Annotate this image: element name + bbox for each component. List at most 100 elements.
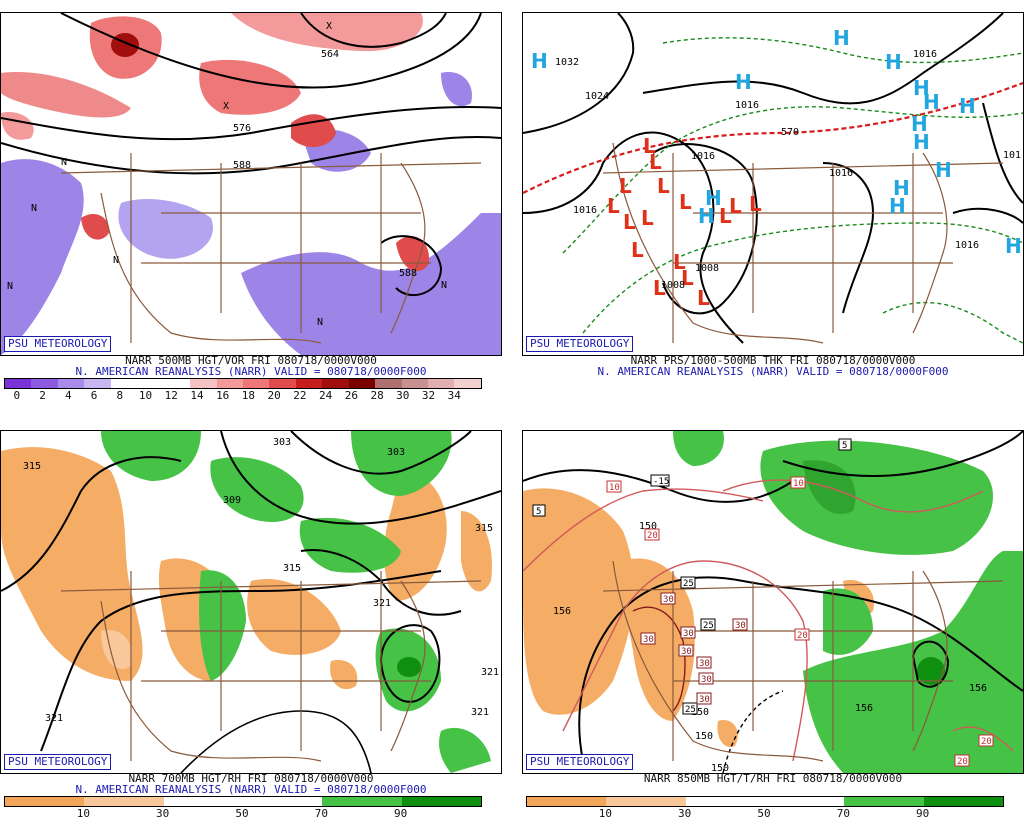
low-marker: L [641, 206, 654, 230]
political-borders [602, 153, 1004, 343]
temp-label-box: 25 [680, 576, 696, 589]
low-marker: L [623, 210, 636, 234]
psu-meteorology-badge: PSU METEOROLOGY [4, 336, 112, 352]
map-label: N [7, 281, 13, 292]
scale-label: 10 [598, 807, 612, 820]
map-caption: NARR 850MB HGT/T/RH FRI 080718/0000V000 [643, 772, 903, 785]
high-marker: H [893, 176, 910, 200]
moist-area [199, 570, 246, 681]
map-label: 156 [553, 606, 571, 617]
low-marker: L [679, 190, 692, 214]
height-contour [911, 640, 950, 688]
scale-label: 20 [267, 389, 281, 402]
high-marker: H [889, 194, 906, 218]
high-marker: H [698, 204, 715, 228]
temp-label-box: 30 [660, 592, 676, 605]
height-contour [220, 431, 501, 525]
high-marker: H [1005, 234, 1022, 258]
map-label: 315 [475, 523, 493, 534]
height-contour [523, 469, 794, 503]
moist-area [760, 440, 993, 555]
scale-swatch [923, 797, 1003, 806]
scale-label: 28 [370, 389, 384, 402]
height-contour [722, 690, 784, 773]
map-label: 1024 [585, 91, 609, 102]
svg-text:25: 25 [683, 579, 694, 589]
moist-area [439, 727, 491, 773]
map-label: 150 [695, 731, 713, 742]
dry-area [1, 447, 143, 681]
moist-core [917, 657, 945, 685]
temp-label-box: -15 [650, 474, 670, 487]
scale-swatch [375, 379, 402, 388]
scale-label: 8 [116, 389, 124, 402]
dry-area [621, 558, 695, 721]
svg-text:20: 20 [647, 531, 658, 541]
scale-label: 24 [318, 389, 333, 402]
scale-label: 90 [916, 807, 930, 820]
low-marker: L [619, 174, 632, 198]
coastline [100, 580, 426, 762]
scale-swatch [454, 379, 481, 388]
svg-text:30: 30 [699, 659, 710, 669]
thickness-contour [562, 106, 1023, 254]
scale-label: 30 [396, 389, 410, 402]
neg-vort-area [441, 72, 472, 107]
temp-label-box: 25 [700, 618, 716, 631]
scale-swatch [163, 379, 191, 388]
scale-label: 32 [421, 389, 436, 402]
scale-swatch [110, 379, 138, 388]
dry-area [461, 511, 492, 592]
temp-label-box: 30 [680, 626, 696, 639]
map-label: 1008 [661, 280, 685, 291]
rh-color-scale [526, 796, 1004, 807]
scale-label: 50 [235, 807, 249, 820]
pos-vort-area [231, 13, 423, 52]
svg-text:20: 20 [797, 631, 808, 641]
map-label: 315 [283, 563, 301, 574]
moist-area [299, 517, 401, 573]
dry-area [384, 471, 447, 601]
high-marker: H [705, 186, 722, 210]
height-contour [180, 710, 372, 773]
map-label: N [441, 280, 447, 291]
scale-swatch [295, 379, 323, 388]
height-contour [380, 235, 443, 297]
scale-swatch [5, 379, 32, 388]
low-marker: L [657, 174, 670, 198]
scale-label: 10 [76, 807, 90, 820]
temp-label-box: 30 [696, 692, 712, 705]
temp-label-box: 5 [532, 504, 546, 517]
temp-label-box: 20 [954, 754, 970, 767]
high-marker: H [735, 70, 752, 94]
svg-text:10: 10 [609, 483, 620, 493]
height-contour [1, 106, 501, 141]
scale-swatch [685, 797, 765, 806]
scale-swatch [527, 797, 607, 806]
isobar [642, 13, 1004, 105]
svg-text:25: 25 [685, 705, 696, 715]
political-borders [60, 153, 482, 343]
map-label: 309 [223, 495, 241, 506]
isobar [652, 143, 758, 315]
height-contour [290, 431, 472, 475]
scale-swatch [269, 379, 296, 388]
scale-label: 70 [314, 807, 328, 820]
pos-vort-max [111, 33, 139, 57]
height-contour [1, 136, 501, 175]
map-700mb-rh: 315 303 303 309 315 315 321 321 321 321 … [0, 430, 502, 774]
temp-label-box: 30 [698, 672, 714, 685]
thickness-570 [523, 81, 1023, 194]
panel-850mb-t-rh: 150 156 156 156 150 150 150 5 5 -15 10 1… [522, 418, 1024, 820]
high-marker: H [935, 158, 952, 182]
scale-swatch [401, 797, 481, 806]
map-label: 303 [387, 447, 405, 458]
scale-swatch [137, 379, 164, 388]
low-pressure-markers: L L L L L L L L L L L L L L L L [607, 134, 762, 310]
dry-area [247, 579, 341, 655]
map-label: X [223, 101, 229, 112]
scale-swatch [84, 797, 164, 806]
high-marker: H [911, 112, 928, 136]
temp-label-box: 25 [682, 702, 698, 715]
temp-label-box: 20 [978, 734, 994, 747]
